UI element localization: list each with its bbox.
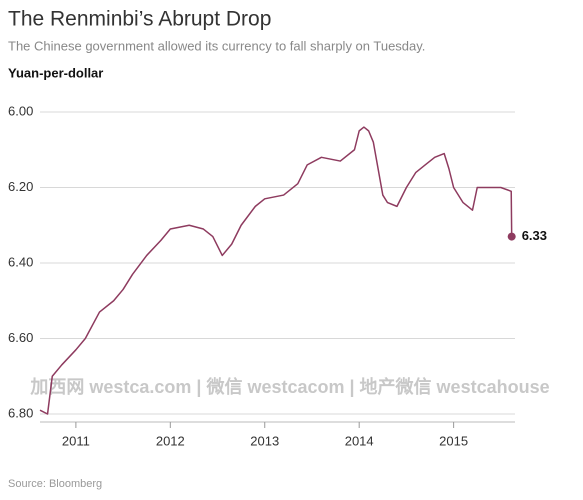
line [39, 126, 513, 415]
y-axis-label: Yuan-per-dollar [8, 65, 103, 80]
end-point [507, 232, 516, 241]
y-tick-label: 6.60 [8, 330, 33, 345]
x-tick-label: 2015 [439, 433, 468, 448]
source: Source: Bloomberg [8, 478, 102, 490]
x-tick-label: 2011 [62, 433, 90, 448]
y-tick-label: 6.40 [8, 254, 33, 269]
chart-title: The Renminbi’s Abrupt Drop [8, 8, 271, 31]
y-tick-label: 6.00 [8, 103, 33, 118]
y-tick-label: 6.20 [8, 179, 33, 194]
watermark: 加西网 westca.com | 微信 westcacom | 地产微信 wes… [29, 376, 549, 397]
x-tick-label: 2013 [250, 433, 279, 448]
y-tick-label: 6.80 [8, 405, 33, 420]
value-label: 6.33 [522, 228, 547, 243]
chart-subtitle: The Chinese government allowed its curre… [8, 38, 425, 53]
x-tick-label: 2012 [156, 433, 185, 448]
x-tick-label: 2014 [345, 433, 374, 448]
